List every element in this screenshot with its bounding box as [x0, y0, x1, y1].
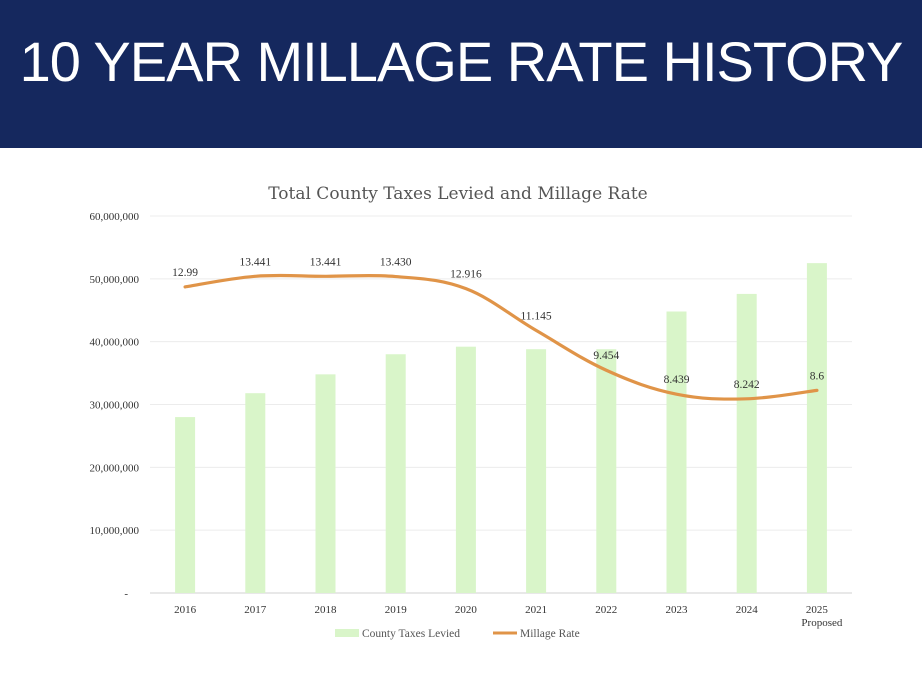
- bar: [315, 374, 336, 593]
- line-series: [183, 273, 819, 401]
- title-banner: 10 YEAR MILLAGE RATE HISTORY: [0, 0, 922, 148]
- millage-data-label: 11.145: [520, 310, 551, 322]
- bar: [526, 349, 547, 593]
- x-tick-label: 2017: [244, 604, 267, 616]
- chart-title: Total County Taxes Levied and Millage Ra…: [268, 184, 648, 204]
- millage-line: [183, 273, 819, 401]
- data-labels: 12.99 13.441 13.441 13.430 12.916 11.145 9.454…: [172, 256, 824, 391]
- x-tick-label: 2024: [736, 604, 759, 616]
- x-tick-label: 2016: [174, 604, 197, 616]
- x-tick-label: 2022: [595, 604, 617, 616]
- x-tick-label: 2025: [806, 604, 829, 616]
- y-tick-label: 30,000,000: [90, 400, 140, 412]
- millage-data-label: 13.441: [310, 256, 342, 268]
- bar: [596, 349, 617, 593]
- millage-data-label: 8.6: [810, 370, 825, 382]
- x-tick-sublabel: Proposed: [801, 617, 842, 629]
- bar: [736, 293, 757, 593]
- millage-data-label: 9.454: [593, 350, 619, 362]
- millage-data-label: 13.441: [239, 256, 271, 268]
- millage-data-label: 12.916: [450, 269, 482, 281]
- gridlines: [150, 215, 852, 594]
- x-tick-label: 2019: [385, 604, 408, 616]
- x-tick-label: 2021: [525, 604, 547, 616]
- bar: [666, 311, 687, 593]
- bar: [245, 393, 266, 593]
- bar: [175, 417, 196, 593]
- legend: County Taxes Levied Millage Rate: [335, 628, 580, 640]
- x-tick-label: 2018: [315, 604, 338, 616]
- y-tick-label: 10,000,000: [90, 525, 140, 537]
- x-tick-label: 2023: [666, 604, 689, 616]
- page-title: 10 YEAR MILLAGE RATE HISTORY: [19, 30, 904, 93]
- legend-bar-swatch: [335, 629, 359, 637]
- legend-line-label: Millage Rate: [520, 628, 580, 640]
- y-tick-label: 20,000,000: [90, 462, 140, 474]
- y-tick-label: 50,000,000: [90, 274, 140, 286]
- millage-data-label: 13.430: [380, 257, 412, 269]
- bar: [806, 263, 827, 593]
- bar: [455, 346, 476, 593]
- millage-data-label: 8.242: [734, 379, 760, 391]
- y-tick-label: -: [124, 588, 128, 600]
- x-tick-label: 2020: [455, 604, 478, 616]
- bar-series: [175, 263, 827, 593]
- chart: Total County Taxes Levied and Millage Ra…: [90, 184, 852, 640]
- legend-bar-label: County Taxes Levied: [362, 628, 460, 640]
- y-tick-label: 60,000,000: [90, 211, 140, 223]
- millage-data-label: 12.99: [172, 267, 198, 279]
- y-tick-label: 40,000,000: [90, 337, 140, 349]
- axes: - 10,000,000 20,000,000 30,000,000 40,000,00…: [90, 211, 843, 629]
- millage-data-label: 8.439: [664, 374, 690, 386]
- bar: [385, 354, 406, 593]
